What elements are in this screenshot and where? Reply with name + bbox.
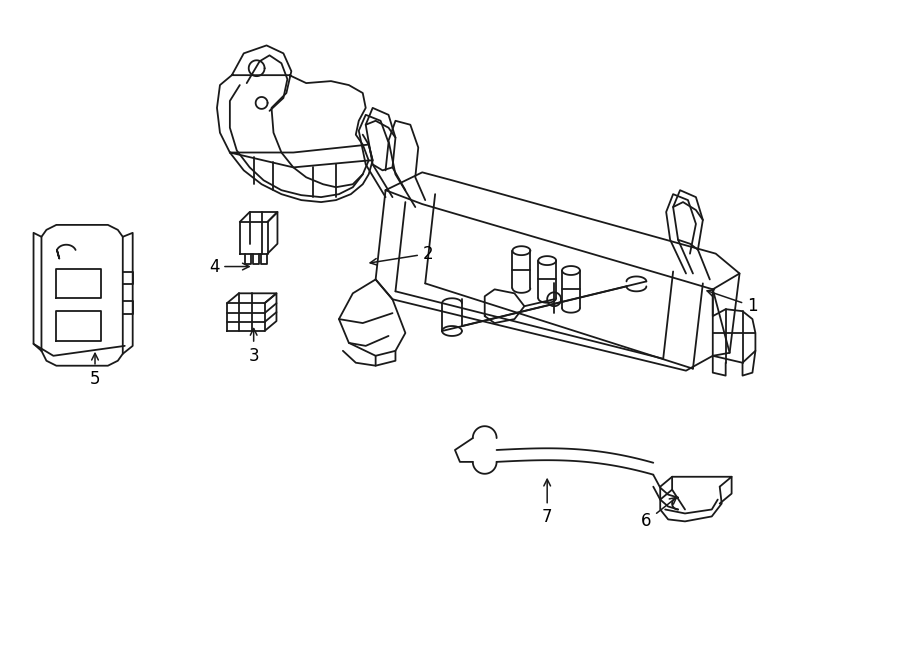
Text: 4: 4: [209, 258, 249, 276]
Text: 7: 7: [542, 479, 553, 526]
Text: 5: 5: [90, 354, 100, 387]
Text: 6: 6: [641, 497, 677, 530]
Text: 2: 2: [370, 245, 434, 265]
Text: 3: 3: [248, 329, 259, 365]
Text: 1: 1: [707, 290, 758, 315]
